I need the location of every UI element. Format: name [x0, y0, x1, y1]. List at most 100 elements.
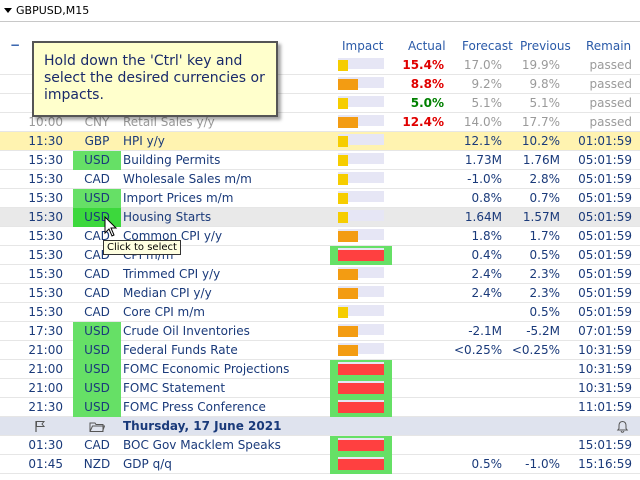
- date-header-row[interactable]: Thursday, 17 June 2021: [0, 417, 640, 436]
- currency-cell[interactable]: CNY: [84, 115, 110, 129]
- flag-icon[interactable]: [34, 420, 46, 433]
- table-row[interactable]: 15.0%5.1%5.1%passed: [0, 94, 640, 113]
- event-name[interactable]: FOMC Statement: [123, 381, 226, 395]
- event-name[interactable]: Trimmed CPI y/y: [123, 267, 221, 281]
- table-row[interactable]: 11:30 GBP HPI y/y 12.1% 10.2% 01:01:59: [0, 132, 640, 151]
- table-row[interactable]: 1y15.4%17.0%19.9%passed: [0, 56, 640, 75]
- col-forecast[interactable]: Forecast: [462, 39, 513, 53]
- event-name[interactable]: Wholesale Sales m/m: [123, 172, 252, 186]
- impact-cell[interactable]: [330, 322, 392, 341]
- forecast-value: -2.1M: [468, 324, 502, 338]
- event-time: 17:30: [28, 324, 63, 338]
- forecast-value: 1.8%: [471, 229, 503, 243]
- impact-cell[interactable]: [330, 227, 392, 246]
- event-name[interactable]: Common CPI y/y: [123, 229, 223, 243]
- currency-cell[interactable]: USD: [73, 151, 121, 170]
- col-actual[interactable]: Actual: [408, 39, 446, 53]
- event-name[interactable]: Core CPI m/m: [123, 305, 205, 319]
- col-remain[interactable]: Remain: [586, 39, 632, 53]
- table-row[interactable]: 10:00 CNY Retail Sales y/y 12.4% 14.0% 17.7% p…: [0, 113, 640, 132]
- table-row[interactable]: 21:00 USD FOMC Economic Projections 10:31:5…: [0, 360, 640, 379]
- col-previous[interactable]: Previous: [520, 39, 571, 53]
- event-name[interactable]: GDP q/q: [123, 457, 172, 471]
- table-row[interactable]: 21:00 USD Federal Funds Rate <0.25% <0.25% 10…: [0, 341, 640, 360]
- event-time: 15:30: [28, 210, 63, 224]
- table-row[interactable]: 15:30 USD Housing Starts 1.64M 1.57M 05:01:59: [0, 208, 640, 227]
- impact-cell[interactable]: [330, 189, 392, 208]
- impact-fill: [338, 155, 348, 166]
- event-name[interactable]: FOMC Economic Projections: [123, 362, 290, 376]
- impact-cell[interactable]: [330, 379, 392, 398]
- currency-cell[interactable]: USD: [73, 208, 121, 227]
- impact-cell[interactable]: [330, 303, 392, 322]
- event-time: 21:00: [28, 362, 63, 376]
- impact-cell[interactable]: [330, 265, 392, 284]
- event-name[interactable]: Median CPI y/y: [123, 286, 212, 300]
- event-name[interactable]: Building Permits: [123, 153, 221, 167]
- table-row[interactable]: 15:30 CAD Trimmed CPI y/y 2.4% 2.3% 05:01:59: [0, 265, 640, 284]
- window-title: GBPUSD,M15: [16, 4, 90, 17]
- table-row[interactable]: 01:30 CAD BOC Gov Macklem Speaks 15:01:59: [0, 436, 640, 455]
- event-name[interactable]: Federal Funds Rate: [123, 343, 238, 357]
- table-row[interactable]: 17:30 USD Crude Oil Inventories -2.1M -5.2M 0…: [0, 322, 640, 341]
- currency-cell[interactable]: CAD: [84, 229, 110, 243]
- impact-cell[interactable]: [330, 436, 392, 455]
- event-name[interactable]: Retail Sales y/y: [123, 115, 215, 129]
- currency-cell[interactable]: GBP: [84, 134, 110, 148]
- impact-cell[interactable]: [330, 113, 392, 132]
- currency-cell[interactable]: USD: [73, 379, 121, 398]
- table-row[interactable]: 21:00 USD FOMC Statement 10:31:59: [0, 379, 640, 398]
- currency-cell[interactable]: USD: [73, 398, 121, 417]
- currency-cell[interactable]: USD: [73, 360, 121, 379]
- impact-cell[interactable]: [330, 398, 392, 417]
- currency-cell[interactable]: CAD: [84, 267, 110, 281]
- impact-cell[interactable]: [330, 75, 392, 94]
- impact-bar: [338, 172, 384, 185]
- impact-cell[interactable]: [330, 151, 392, 170]
- table-row[interactable]: 15:30 CAD Core CPI m/m 0.5% 05:01:59: [0, 303, 640, 322]
- impact-fill: [338, 250, 384, 261]
- currency-cell[interactable]: CAD: [84, 172, 110, 186]
- impact-fill: [338, 79, 358, 90]
- table-row[interactable]: 15:30 USD Building Permits 1.73M 1.76M 05:01:…: [0, 151, 640, 170]
- impact-cell[interactable]: [330, 341, 392, 360]
- event-name[interactable]: Import Prices m/m: [123, 191, 234, 205]
- col-impact[interactable]: Impact: [342, 39, 384, 53]
- currency-cell[interactable]: USD: [73, 322, 121, 341]
- impact-cell[interactable]: [330, 94, 392, 113]
- impact-cell[interactable]: [330, 56, 392, 75]
- table-row[interactable]: 15:30 CAD Wholesale Sales m/m -1.0% 2.8% 05:0…: [0, 170, 640, 189]
- event-name[interactable]: FOMC Press Conference: [123, 400, 266, 414]
- currency-cell[interactable]: CAD: [84, 286, 110, 300]
- impact-cell[interactable]: [330, 132, 392, 151]
- event-name[interactable]: HPI y/y: [123, 134, 165, 148]
- event-name[interactable]: Housing Starts: [123, 210, 212, 224]
- currency-cell[interactable]: USD: [73, 341, 121, 360]
- table-row[interactable]: 15:30 CAD Median CPI y/y 2.4% 2.3% 05:01:59: [0, 284, 640, 303]
- impact-cell[interactable]: [330, 246, 392, 265]
- previous-value: 0.5%: [529, 248, 561, 262]
- impact-cell[interactable]: [330, 208, 392, 227]
- table-row[interactable]: 01:45 NZD GDP q/q 0.5% -1.0% 15:16:59: [0, 455, 640, 474]
- impact-cell[interactable]: [330, 455, 392, 474]
- currency-cell[interactable]: CAD: [84, 305, 110, 319]
- event-name[interactable]: Crude Oil Inventories: [123, 324, 250, 338]
- table-row[interactable]: 21:30 USD FOMC Press Conference 11:01:59: [0, 398, 640, 417]
- table-row[interactable]: 15:30 CAD Common CPI y/y 1.8% 1.7% 05:01:59: [0, 227, 640, 246]
- table-row[interactable]: 15:30 USD Import Prices m/m 0.8% 0.7% 05:01:5…: [0, 189, 640, 208]
- impact-cell[interactable]: [330, 170, 392, 189]
- previous-value: -5.2M: [526, 324, 560, 338]
- alarm-bell-icon[interactable]: [616, 420, 629, 433]
- currency-cell[interactable]: CAD: [84, 438, 110, 452]
- collapse-button[interactable]: −: [10, 38, 21, 52]
- currency-cell[interactable]: NZD: [83, 457, 111, 471]
- impact-cell[interactable]: [330, 360, 392, 379]
- chevron-down-icon[interactable]: [4, 8, 12, 13]
- event-name[interactable]: BOC Gov Macklem Speaks: [123, 438, 281, 452]
- impact-fill: [338, 440, 384, 451]
- folder-open-icon[interactable]: [89, 420, 105, 433]
- table-row[interactable]: 15:30 CAD CPI m/m 0.4% 0.5% 05:01:59: [0, 246, 640, 265]
- impact-cell[interactable]: [330, 284, 392, 303]
- currency-cell[interactable]: USD: [73, 189, 121, 208]
- impact-bar: [338, 229, 384, 242]
